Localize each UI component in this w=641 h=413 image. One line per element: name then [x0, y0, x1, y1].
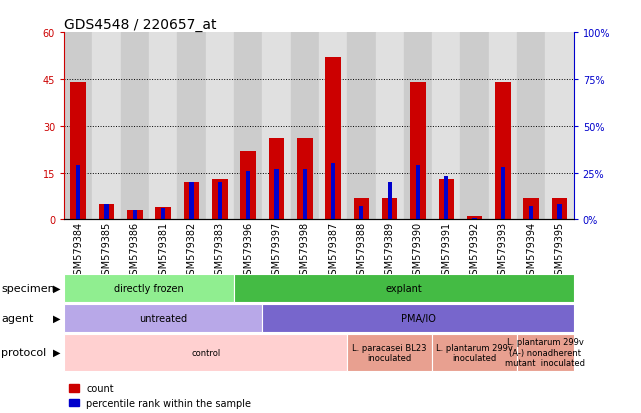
Bar: [149, 33, 178, 220]
Bar: [184, 183, 199, 220]
Bar: [319, 33, 347, 220]
Bar: [155, 207, 171, 220]
Bar: [92, 33, 121, 220]
Text: explant: explant: [385, 283, 422, 293]
Text: control: control: [191, 348, 221, 357]
Bar: [388, 183, 392, 220]
Bar: [552, 198, 567, 220]
Bar: [246, 171, 250, 220]
Bar: [274, 169, 279, 220]
Bar: [71, 83, 86, 220]
Bar: [524, 198, 539, 220]
Legend: count, percentile rank within the sample: count, percentile rank within the sample: [69, 383, 251, 408]
Bar: [133, 211, 137, 220]
Text: ▶: ▶: [53, 283, 60, 293]
Bar: [495, 83, 511, 220]
Bar: [438, 179, 454, 220]
Bar: [262, 304, 574, 332]
Bar: [121, 33, 149, 220]
Bar: [297, 139, 313, 220]
Bar: [240, 152, 256, 220]
Bar: [325, 58, 341, 220]
Bar: [234, 33, 262, 220]
Bar: [432, 33, 460, 220]
Text: L. plantarum 299v
inoculated: L. plantarum 299v inoculated: [436, 343, 513, 362]
Bar: [347, 334, 432, 371]
Text: directly frozen: directly frozen: [114, 283, 184, 293]
Bar: [290, 33, 319, 220]
Text: PMA/IO: PMA/IO: [401, 313, 435, 323]
Bar: [432, 334, 517, 371]
Text: GDS4548 / 220657_at: GDS4548 / 220657_at: [64, 18, 217, 32]
Bar: [404, 33, 432, 220]
Bar: [545, 33, 574, 220]
Bar: [218, 183, 222, 220]
Bar: [489, 33, 517, 220]
Bar: [376, 33, 404, 220]
Bar: [64, 334, 347, 371]
Bar: [529, 207, 533, 220]
Text: specimen: specimen: [1, 283, 55, 293]
Bar: [444, 177, 449, 220]
Bar: [354, 198, 369, 220]
Bar: [178, 33, 206, 220]
Bar: [234, 274, 574, 303]
Bar: [206, 33, 234, 220]
Bar: [558, 205, 562, 220]
Bar: [64, 274, 234, 303]
Bar: [517, 334, 574, 371]
Text: agent: agent: [1, 313, 34, 323]
Bar: [189, 183, 194, 220]
Bar: [161, 209, 165, 220]
Bar: [64, 33, 92, 220]
Bar: [76, 166, 80, 220]
Text: protocol: protocol: [1, 347, 47, 357]
Bar: [99, 204, 114, 220]
Bar: [501, 168, 505, 220]
Bar: [410, 83, 426, 220]
Text: L. paracasei BL23
inoculated: L. paracasei BL23 inoculated: [353, 343, 427, 362]
Text: ▶: ▶: [53, 313, 60, 323]
Bar: [347, 33, 376, 220]
Bar: [331, 164, 335, 220]
Bar: [472, 218, 477, 220]
Bar: [467, 217, 483, 220]
Bar: [460, 33, 489, 220]
Bar: [303, 169, 307, 220]
Bar: [416, 166, 420, 220]
Bar: [104, 205, 109, 220]
Bar: [517, 33, 545, 220]
Text: untreated: untreated: [139, 313, 187, 323]
Bar: [269, 139, 284, 220]
Bar: [359, 207, 363, 220]
Text: ▶: ▶: [53, 347, 60, 357]
Bar: [382, 198, 397, 220]
Bar: [212, 179, 228, 220]
Text: L. plantarum 299v
(A-) nonadherent
mutant  inoculated: L. plantarum 299v (A-) nonadherent mutan…: [505, 337, 585, 367]
Bar: [127, 211, 143, 220]
Bar: [64, 304, 262, 332]
Bar: [262, 33, 290, 220]
